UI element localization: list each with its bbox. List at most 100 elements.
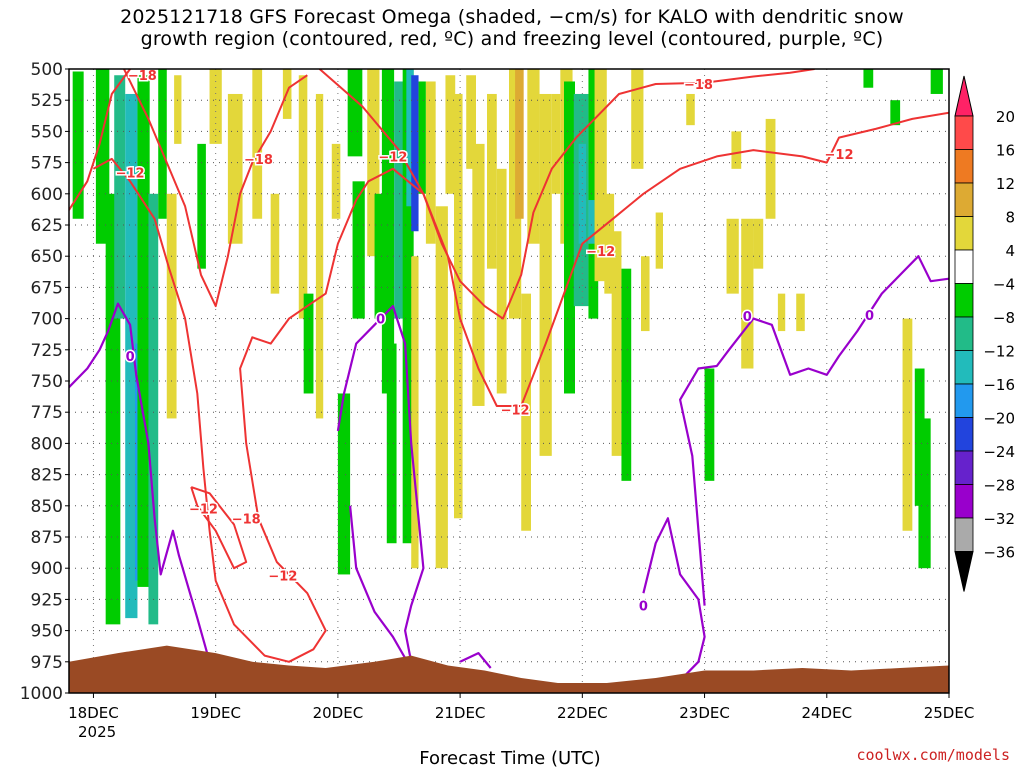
colorbar-segment xyxy=(954,383,974,418)
omega-shade-cell xyxy=(890,100,901,126)
freezing-level-contour-line xyxy=(69,302,211,663)
credit-text: coolwx.com/models xyxy=(856,746,1010,764)
colorbar-segment xyxy=(954,149,974,184)
chart-title-line2: growth region (contoured, red, ºC) and f… xyxy=(140,28,884,50)
omega-shade-cell xyxy=(72,71,84,219)
omega-shade-cell xyxy=(303,293,314,394)
colorbar-segment xyxy=(954,517,974,552)
omega-shade-cell xyxy=(641,256,650,332)
omega-shade-cell xyxy=(148,193,159,625)
freezing-contour-label: 0 xyxy=(639,600,648,615)
omega-shade-cell xyxy=(539,93,552,456)
omega-shade-cell xyxy=(435,206,448,569)
colorbar-segment xyxy=(954,350,974,385)
y-tick-label: 500 xyxy=(31,60,63,80)
omega-shade-cell xyxy=(796,293,805,332)
y-tick-label: 1000 xyxy=(20,684,63,704)
colorbar: 20 16 12 8 4 −4 −8 −12 −16 −20 −24 −28 −32 −36 xyxy=(954,75,1015,592)
omega-shade-cell xyxy=(521,293,531,531)
colorbar-label: −24 xyxy=(983,443,1015,461)
colorbar-segment xyxy=(954,182,974,217)
omega-shade-cell xyxy=(704,368,715,481)
colorbar-segment xyxy=(954,450,974,485)
freezing-level-contour-line xyxy=(459,651,492,669)
colorbar-label: −32 xyxy=(983,510,1015,528)
dgz-contour-label: −12 xyxy=(501,404,530,419)
y-tick-label: 550 xyxy=(31,122,63,142)
omega-shade-cell xyxy=(337,393,351,575)
dgz-contour-label: −18 xyxy=(232,512,261,527)
colorbar-segment xyxy=(954,115,974,150)
colorbar-label: −4 xyxy=(993,276,1015,294)
freezing-level-contour-line xyxy=(642,517,706,676)
omega-shade-cell xyxy=(174,75,182,144)
omega-shade-cell xyxy=(425,81,436,244)
freezing-level-contour-line xyxy=(678,255,949,606)
omega-shade-cell xyxy=(594,69,607,282)
x-tick-label: 23DEC xyxy=(679,704,730,722)
colorbar-label: −12 xyxy=(983,343,1015,361)
dgz-contour-label: −18 xyxy=(244,153,273,168)
omega-shade-cell xyxy=(352,181,365,319)
omega-shade-cell xyxy=(588,69,599,319)
omega-shade-cell xyxy=(166,193,177,419)
y-tick-label: 850 xyxy=(31,497,63,517)
y-tick-label: 625 xyxy=(31,216,63,236)
x-tick-label: 24DEC xyxy=(801,704,852,722)
omega-shade-cell xyxy=(621,268,632,481)
y-tick-label: 725 xyxy=(31,341,63,361)
dgz-contour-line xyxy=(92,111,949,663)
y-tick-label: 800 xyxy=(31,434,63,454)
omega-shade-cell xyxy=(726,218,739,294)
x-tick-label: 25DEC xyxy=(924,704,975,722)
contours: −18 −18 −12 −12 −18 −12 −12 −12 −12 −18 −12 0 0 0 0 0 xyxy=(69,69,949,676)
omega-shade-cell xyxy=(137,75,150,587)
colorbar-label: 16 xyxy=(996,142,1015,160)
freezing-level-contour-line xyxy=(349,505,407,659)
y-tick-label: 525 xyxy=(31,91,63,111)
colorbar-segment xyxy=(954,484,974,519)
x-tick-label: 22DEC xyxy=(557,704,608,722)
colorbar-label: 8 xyxy=(1005,209,1015,227)
x-tick-label: 20DEC xyxy=(313,704,364,722)
dgz-contour-label: −12 xyxy=(116,167,145,182)
colorbar-label: 12 xyxy=(996,175,1015,193)
y-tick-label: 900 xyxy=(31,559,63,579)
omega-shade-cell xyxy=(252,69,263,219)
dgz-contour-label: −12 xyxy=(825,148,854,163)
y-tick-label: 575 xyxy=(31,154,63,174)
omega-shade-cell xyxy=(418,81,426,194)
colorbar-segment xyxy=(954,316,974,351)
x-axis: 18DEC 19DEC 20DEC 21DEC 22DEC 23DEC 24DEC 25DEC xyxy=(68,693,974,722)
omega-shade-cell xyxy=(197,143,206,269)
y-tick-label: 700 xyxy=(31,310,63,330)
omega-shade-cell xyxy=(765,118,776,219)
y-axis: 500 525 550 575 600 625 650 675 700 725 750 775 800 8… xyxy=(20,60,69,704)
dgz-contour-label: −18 xyxy=(684,78,713,93)
x-axis-year: 2025 xyxy=(78,723,116,741)
freezing-contour-label: 0 xyxy=(376,313,385,328)
colorbar-label: −16 xyxy=(983,376,1015,394)
colorbar-label: 20 xyxy=(996,108,1015,126)
colorbar-bottom-arrow xyxy=(954,551,974,592)
omega-shade-cell xyxy=(394,81,406,319)
omega-shading xyxy=(72,69,943,625)
omega-shade-cell xyxy=(631,69,644,169)
dgz-contour-line xyxy=(123,69,308,308)
omega-shade-cell xyxy=(411,75,419,232)
colorbar-label: 4 xyxy=(1005,242,1015,260)
omega-shade-cell xyxy=(472,143,485,406)
omega-shade-cell xyxy=(374,193,385,319)
dgz-contour-label: −12 xyxy=(268,570,297,585)
chart-title: 2025121718 GFS Forecast Omega (shaded, −… xyxy=(0,6,1024,50)
y-tick-label: 775 xyxy=(31,403,63,423)
freezing-contour-label: 0 xyxy=(126,350,135,365)
x-tick-label: 21DEC xyxy=(435,704,486,722)
freezing-contour-label: 0 xyxy=(743,310,752,325)
x-axis-title: Forecast Time (UTC) xyxy=(419,748,600,768)
omega-shade-cell xyxy=(863,69,874,88)
colorbar-segment xyxy=(954,283,974,318)
dgz-contour-line xyxy=(190,486,248,570)
omega-shade-cell xyxy=(753,218,764,269)
colorbar-label: −8 xyxy=(993,309,1015,327)
